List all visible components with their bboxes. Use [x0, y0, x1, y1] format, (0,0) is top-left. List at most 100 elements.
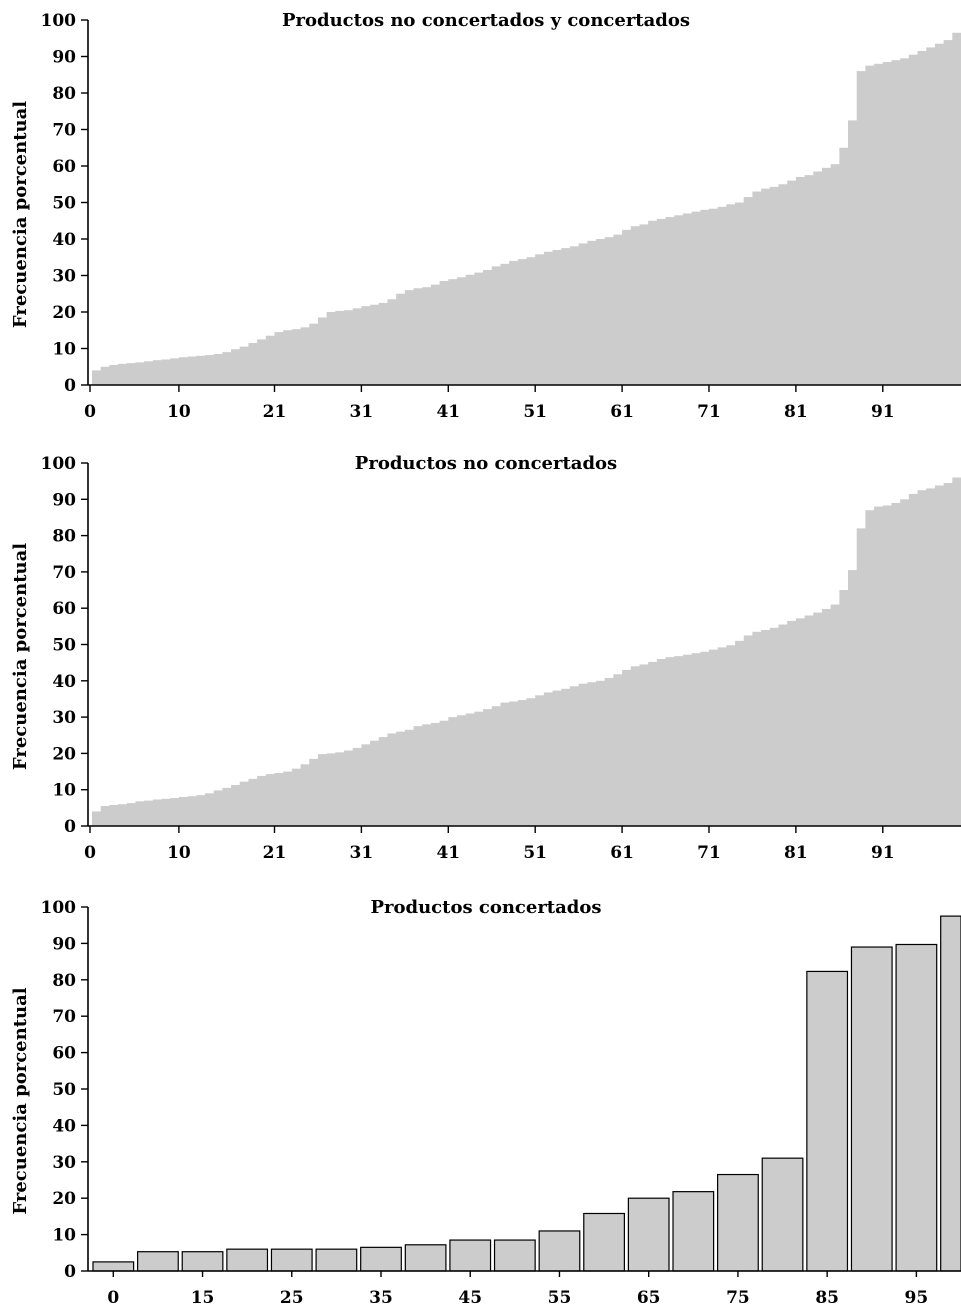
area-step [535, 695, 545, 826]
y-tick-label: 70 [52, 1007, 76, 1027]
y-tick-label: 80 [52, 971, 76, 991]
area-step [509, 260, 519, 385]
y-tick-label: 100 [41, 454, 77, 474]
area-step [413, 288, 423, 385]
area-step [795, 176, 806, 385]
y-tick-label: 60 [52, 157, 76, 177]
area-step [743, 197, 754, 385]
chart-title: Productos concertados [370, 897, 601, 918]
area-step [144, 361, 154, 385]
y-tick-label: 90 [52, 934, 76, 954]
area-step [222, 787, 232, 826]
area-step [378, 737, 389, 826]
area-step [830, 164, 840, 385]
x-tick-label: 71 [697, 843, 721, 863]
x-tick-label: 65 [637, 1288, 661, 1308]
area-step [743, 635, 754, 826]
area-step [934, 43, 945, 385]
area-step [335, 310, 345, 385]
area-step [300, 327, 310, 385]
area-step [839, 590, 849, 826]
area-step [517, 700, 528, 826]
area-step [352, 308, 362, 385]
y-tick-label: 90 [52, 490, 76, 510]
area-step [691, 653, 701, 826]
area-step [882, 505, 893, 826]
area-step [848, 570, 858, 826]
area-step [92, 370, 102, 385]
area-step [291, 768, 302, 826]
y-axis-label: Frecuencia porcentual [10, 543, 31, 770]
bar [583, 1212, 625, 1272]
area-step [317, 317, 328, 385]
y-tick-label: 100 [41, 11, 77, 31]
area-step [361, 744, 371, 826]
area-step [526, 257, 536, 385]
area-step [656, 659, 667, 826]
area-step [622, 669, 632, 826]
area-step [813, 612, 823, 826]
area-step [370, 740, 380, 826]
bar [717, 1173, 759, 1272]
bar [806, 970, 849, 1272]
area-step [769, 627, 780, 826]
area-step [491, 266, 502, 386]
area-step [387, 299, 397, 385]
area-step [865, 510, 875, 826]
x-tick-label: 10 [167, 843, 191, 863]
area-step [604, 677, 614, 826]
y-tick-label: 50 [52, 1080, 76, 1100]
area-step [500, 263, 510, 385]
area-step [778, 184, 788, 385]
area-step [335, 752, 345, 826]
area-step [196, 355, 206, 385]
area-step [604, 237, 614, 385]
area-step [735, 202, 745, 385]
chart-title: Productos no concertados y concertados [282, 10, 690, 31]
area-step [491, 706, 502, 826]
area-step [717, 206, 727, 385]
y-tick-label: 50 [52, 636, 76, 656]
y-tick-label: 60 [52, 1044, 76, 1064]
area-step [500, 702, 510, 826]
y-tick-label: 30 [52, 708, 76, 728]
area-step [344, 750, 354, 826]
bar [226, 1248, 269, 1272]
area-step [665, 657, 675, 826]
y-tick-label: 40 [52, 672, 76, 692]
area-step [569, 686, 580, 826]
area-step [856, 71, 867, 385]
area-step [370, 304, 380, 385]
area-step [804, 175, 814, 385]
area-step [448, 279, 458, 385]
area-step [152, 360, 163, 385]
area-step [682, 213, 693, 385]
area-step [787, 180, 797, 385]
area-step [517, 259, 528, 385]
area-step [326, 312, 336, 385]
area-step [378, 302, 389, 386]
area-step [535, 254, 545, 385]
area-step [665, 217, 675, 385]
area-step [543, 692, 554, 826]
x-tick-label: 45 [458, 1288, 482, 1308]
area-step [404, 729, 415, 826]
area-step [795, 618, 806, 826]
area-step [118, 804, 128, 826]
area-step [874, 63, 884, 386]
area-step [257, 775, 267, 826]
y-tick-label: 90 [52, 48, 76, 68]
chart-title: Productos no concertados [355, 453, 617, 474]
area-step [387, 733, 397, 826]
area-step [526, 698, 536, 826]
area-step [813, 171, 823, 385]
y-tick-label: 80 [52, 84, 76, 104]
area-step [596, 680, 606, 826]
area-step [952, 477, 961, 826]
area-step [396, 731, 406, 826]
area-step [422, 724, 432, 826]
x-tick-label: 25 [280, 1288, 304, 1308]
area-step [135, 362, 145, 385]
area-step [726, 204, 736, 385]
